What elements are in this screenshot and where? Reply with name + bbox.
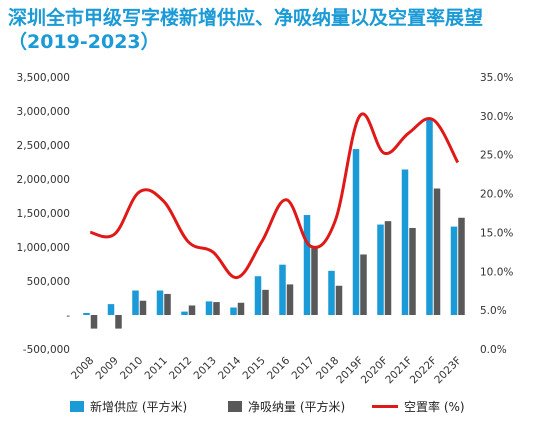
x-tick-label: 2015 bbox=[240, 355, 267, 382]
bar-absorption bbox=[335, 285, 343, 315]
bar-absorption bbox=[262, 289, 269, 315]
bar-supply bbox=[401, 169, 409, 315]
y-left-tick-label: 1,500,000 bbox=[17, 208, 70, 220]
legend-item-absorption: 净吸纳量 (平方米) bbox=[228, 398, 345, 415]
bar-supply bbox=[377, 224, 384, 315]
bar-supply bbox=[279, 264, 286, 315]
y-right-tick-label: 20.0% bbox=[480, 189, 513, 201]
bar-absorption bbox=[90, 315, 98, 329]
bar-absorption bbox=[433, 188, 441, 315]
bar-supply bbox=[303, 215, 311, 315]
bar-supply bbox=[181, 311, 188, 315]
legend: 新增供应 (平方米) 净吸纳量 (平方米) 空置率 (%) bbox=[0, 398, 540, 422]
legend-swatch-supply bbox=[70, 401, 84, 412]
chart-title: 深圳全市甲级写字楼新增供应、净吸纳量以及空置率展望（2019-2023） bbox=[8, 7, 484, 53]
y-left-tick-label: -500,000 bbox=[23, 344, 70, 356]
bar-supply bbox=[450, 226, 458, 315]
bar-supply bbox=[83, 312, 90, 315]
vacancy-line bbox=[89, 112, 460, 280]
x-tick-label: 2008 bbox=[69, 355, 96, 382]
x-tick-label: 2010 bbox=[118, 355, 145, 382]
x-tick-label: 2013 bbox=[191, 355, 218, 382]
bar-absorption bbox=[164, 293, 171, 315]
x-tick-label: 2011 bbox=[142, 355, 169, 382]
bar-supply bbox=[230, 307, 237, 315]
bar-absorption bbox=[286, 284, 294, 315]
legend-swatch-vacancy bbox=[372, 405, 398, 408]
y-right-tick-label: 30.0% bbox=[480, 111, 513, 123]
y-left-tick-label: 2,500,000 bbox=[17, 140, 70, 152]
bar-absorption bbox=[213, 302, 220, 315]
x-tick-label: 2009 bbox=[93, 355, 120, 382]
bar-supply bbox=[254, 276, 262, 315]
x-tick-label: 2012 bbox=[167, 355, 194, 382]
legend-swatch-absorption bbox=[228, 401, 242, 412]
y-right-tick-label: 0.0% bbox=[480, 344, 507, 356]
legend-label-vacancy: 空置率 (%) bbox=[404, 400, 465, 414]
y-right-tick-label: 35.0% bbox=[480, 72, 513, 84]
bar-supply bbox=[352, 149, 360, 315]
bar-absorption bbox=[384, 221, 392, 315]
bar-absorption bbox=[458, 217, 465, 315]
bar-supply bbox=[328, 270, 335, 315]
y-left-tick-label: - bbox=[66, 310, 70, 322]
bar-supply bbox=[426, 119, 433, 315]
bar-supply bbox=[107, 304, 115, 315]
x-tick-label: 2014 bbox=[216, 354, 244, 382]
y-left-tick-label: 500,000 bbox=[27, 276, 70, 288]
bar-supply bbox=[205, 301, 213, 315]
bar-supply bbox=[156, 290, 164, 315]
y-right-tick-label: 25.0% bbox=[480, 150, 513, 162]
legend-label-supply: 新增供应 (平方米) bbox=[90, 400, 188, 414]
legend-label-absorption: 净吸纳量 (平方米) bbox=[248, 400, 346, 414]
x-tick-label: 2023F bbox=[432, 355, 464, 387]
y-right-tick-label: 5.0% bbox=[480, 305, 507, 317]
bar-supply bbox=[132, 290, 139, 315]
bar-absorption bbox=[115, 315, 122, 329]
y-left-tick-label: 2,000,000 bbox=[17, 174, 70, 186]
y-right-tick-label: 10.0% bbox=[480, 266, 513, 278]
legend-item-vacancy: 空置率 (%) bbox=[372, 398, 465, 415]
bar-absorption bbox=[139, 300, 147, 315]
bar-absorption bbox=[409, 227, 416, 315]
x-tick-label: 2016 bbox=[265, 354, 293, 382]
bar-absorption bbox=[311, 246, 318, 315]
y-left-tick-label: 3,500,000 bbox=[17, 72, 70, 84]
bar-absorption bbox=[360, 254, 367, 315]
x-tick-label: 2017 bbox=[289, 355, 316, 382]
bar-absorption bbox=[237, 302, 245, 315]
y-left-tick-label: 1,000,000 bbox=[17, 242, 70, 254]
y-left-tick-label: 3,000,000 bbox=[17, 106, 70, 118]
legend-item-supply: 新增供应 (平方米) bbox=[70, 398, 187, 415]
bar-absorption bbox=[188, 305, 196, 315]
y-right-tick-label: 15.0% bbox=[480, 227, 513, 239]
